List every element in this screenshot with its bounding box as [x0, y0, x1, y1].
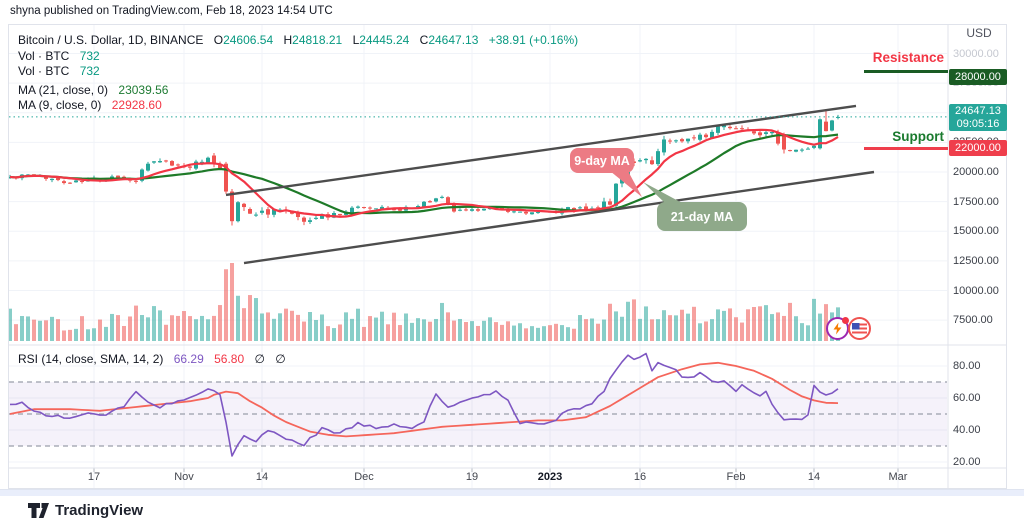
- chart-frame: [8, 24, 1007, 489]
- price-tick-label: 30000.00: [953, 47, 999, 60]
- rsi-sma-value: 56.80: [214, 352, 245, 366]
- volume-row[interactable]: Vol · BTC 732: [18, 49, 578, 63]
- tradingview-logo-icon: [28, 503, 49, 518]
- rsi-null-symbol: ∅: [275, 352, 286, 366]
- ma9-row[interactable]: MA (9, close, 0) 22928.60: [18, 98, 578, 112]
- lightning-bolt-icon: [833, 322, 842, 335]
- bottom-strip: [0, 490, 1024, 496]
- rsi-legend[interactable]: RSI (14, close, SMA, 14, 2) 66.29 56.80 …: [18, 352, 286, 366]
- volume-value: 732: [79, 64, 100, 78]
- change-value: +38.91 (+0.16%): [488, 33, 579, 47]
- ma21-value: 23039.56: [118, 83, 169, 97]
- price-tick-label: 12500.00: [953, 254, 999, 267]
- price-tick-label: 7500.00: [953, 314, 993, 327]
- time-tick-label: 2023: [537, 471, 563, 483]
- attribution-text: shyna published on TradingView.com, Feb …: [10, 5, 333, 17]
- us-flag-icon: [852, 323, 867, 334]
- low-label: L: [352, 33, 360, 47]
- volume-label: Vol · BTC: [18, 49, 70, 63]
- rsi-tick-label: 80.00: [953, 360, 981, 372]
- close-label: C: [419, 33, 429, 47]
- symbol-title: Bitcoin / U.S. Dollar, 1D, BINANCE: [18, 33, 204, 47]
- time-tick-label: 16: [633, 471, 647, 483]
- time-tick-label: 14: [255, 471, 269, 483]
- rsi-null-symbol: ∅: [254, 352, 265, 366]
- tradingview-logo-text: TradingView: [55, 502, 144, 519]
- symbol-row[interactable]: Bitcoin / U.S. Dollar, 1D, BINANCE O2460…: [18, 33, 578, 47]
- notification-dot: [842, 317, 849, 324]
- high-label: H: [283, 33, 293, 47]
- price-tick-label: 15000.00: [953, 225, 999, 238]
- tradingview-logo[interactable]: TradingView: [28, 501, 143, 520]
- ma9-callout-text: 9-day MA: [574, 153, 630, 168]
- rsi-tick-label: 40.00: [953, 424, 981, 436]
- price-tick-label: 17500.00: [953, 195, 999, 208]
- time-tick-label: Dec: [354, 471, 374, 483]
- support-trendline[interactable]: [864, 147, 948, 150]
- resistance-price-tag: 28000.00: [949, 69, 1007, 86]
- ma21-label: MA (21, close, 0): [18, 83, 109, 97]
- lightning-event-icon[interactable]: [826, 317, 849, 340]
- currency-label[interactable]: USD: [966, 26, 992, 40]
- price-tick-label: 20000.00: [953, 166, 999, 178]
- close-value: 24647.13: [428, 33, 479, 47]
- time-tick-label: Mar: [888, 471, 908, 483]
- ma9-value: 22928.60: [111, 98, 162, 112]
- ma21-row[interactable]: MA (21, close, 0) 23039.56: [18, 83, 578, 97]
- rsi-label: RSI (14, close, SMA, 14, 2): [18, 352, 164, 366]
- last-price-value: 24647.13: [955, 104, 1001, 117]
- resistance-label[interactable]: Resistance: [872, 50, 944, 65]
- rsi-tick-label: 60.00: [953, 392, 981, 404]
- time-tick-label: Nov: [174, 471, 194, 483]
- high-value: 24818.21: [292, 33, 343, 47]
- support-price-tag: 22000.00: [949, 140, 1007, 157]
- ma9-callout[interactable]: 9-day MA: [570, 148, 634, 173]
- symbol-legend: Bitcoin / U.S. Dollar, 1D, BINANCE O2460…: [18, 33, 578, 113]
- open-value: 24606.54: [223, 33, 274, 47]
- ma9-label: MA (9, close, 0): [18, 98, 102, 112]
- open-label: O: [213, 33, 224, 47]
- us-flag-event-icon[interactable]: [848, 317, 871, 340]
- resistance-trendline[interactable]: [864, 70, 948, 73]
- last-price-tag: 24647.13 09:05:16: [949, 103, 1007, 131]
- price-tick-label: 10000.00: [953, 284, 999, 297]
- time-tick-label: Feb: [726, 471, 746, 483]
- low-value: 24445.24: [359, 33, 410, 47]
- support-label[interactable]: Support: [892, 129, 944, 144]
- volume-label: Vol · BTC: [18, 64, 70, 78]
- time-tick-label: 14: [807, 471, 821, 483]
- time-tick-label: 19: [465, 471, 479, 483]
- rsi-value: 66.29: [173, 352, 204, 366]
- volume-row[interactable]: Vol · BTC 732: [18, 64, 578, 78]
- ma21-callout[interactable]: 21-day MA: [657, 202, 747, 231]
- bottom-separator: [0, 489, 1024, 490]
- time-tick-label: 17: [87, 471, 101, 483]
- rsi-tick-label: 20.00: [953, 456, 981, 468]
- candle-countdown: 09:05:16: [956, 117, 1000, 130]
- volume-value: 732: [79, 49, 100, 63]
- ma21-callout-text: 21-day MA: [670, 209, 734, 224]
